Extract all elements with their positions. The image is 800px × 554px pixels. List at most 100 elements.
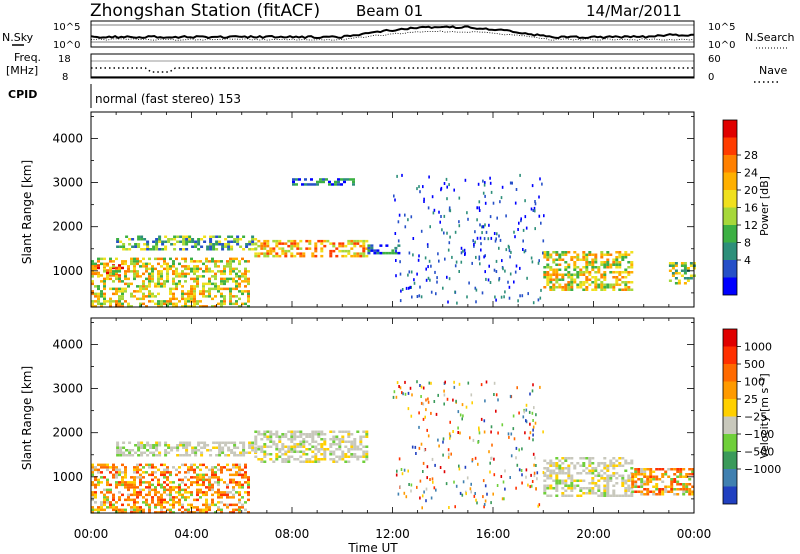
echo-cell <box>181 292 184 296</box>
echo-cell <box>263 445 267 448</box>
echo-cell <box>112 260 115 263</box>
echo-cell <box>612 467 616 470</box>
echo-cell <box>133 260 136 263</box>
echo-cell <box>229 503 232 507</box>
echo-cell <box>492 492 494 496</box>
echo-cell <box>109 277 112 281</box>
echo-cell <box>244 275 247 278</box>
echo-cell <box>247 282 250 286</box>
echo-cell <box>163 285 166 288</box>
echo-cell <box>269 453 273 456</box>
echo-cell <box>127 493 130 497</box>
echo-cell <box>436 280 438 284</box>
echo-cell <box>555 467 559 470</box>
echo-cell <box>470 490 472 494</box>
echo-cell <box>227 441 231 444</box>
echo-cell <box>508 285 511 289</box>
echo-cell <box>251 235 255 238</box>
echo-cell <box>232 473 235 477</box>
echo-cell <box>229 496 232 499</box>
echo-cell <box>570 482 574 485</box>
echo-cell <box>161 248 165 251</box>
echo-cell <box>344 430 348 433</box>
echo-cell <box>621 477 625 480</box>
echo-cell <box>130 508 133 512</box>
echo-cell <box>176 446 180 449</box>
echo-cell <box>425 408 427 412</box>
echo-cell <box>549 474 553 477</box>
echo-cell <box>124 486 127 489</box>
echo-cell <box>685 490 689 493</box>
echo-cell <box>422 470 424 473</box>
echo-cell <box>293 430 297 433</box>
echo-cell <box>91 292 94 296</box>
echo-cell <box>248 446 252 449</box>
echo-cell <box>232 486 235 489</box>
echo-cell <box>127 267 130 271</box>
echo-cell <box>404 213 406 217</box>
echo-cell <box>328 180 331 184</box>
echo-cell <box>205 506 208 509</box>
echo-cell <box>200 441 204 444</box>
echo-cell <box>314 433 318 436</box>
echo-cell <box>335 438 339 441</box>
echo-cell <box>603 487 607 490</box>
echo-cell <box>215 240 219 243</box>
echo-cell <box>564 288 568 291</box>
echo-cell <box>489 176 491 180</box>
echo-cell <box>91 275 94 278</box>
echo-cell <box>130 305 133 308</box>
echo-cell <box>241 476 244 479</box>
echo-cell <box>269 249 273 253</box>
echo-cell <box>232 503 235 507</box>
echo-cell <box>275 242 279 245</box>
echo-cell <box>155 248 159 251</box>
echo-cell <box>139 481 142 484</box>
echo-cell <box>501 423 504 427</box>
echo-cell <box>211 468 214 472</box>
echo-cell <box>118 508 121 512</box>
echo-cell <box>151 265 154 268</box>
echo-cell <box>520 469 523 472</box>
echo-cell <box>235 275 238 278</box>
echo-cell <box>185 238 189 241</box>
echo-cell <box>341 254 345 258</box>
colorbar-segment <box>723 277 737 295</box>
echo-cell <box>585 266 589 269</box>
echo-cell <box>478 426 480 430</box>
echo-cell <box>570 484 574 487</box>
echo-cell <box>121 483 124 487</box>
echo-cell <box>549 256 553 259</box>
echo-cell <box>615 482 619 485</box>
echo-cell <box>682 468 686 471</box>
echo-cell <box>112 272 115 276</box>
echo-cell <box>594 281 598 284</box>
echo-cell <box>683 267 687 270</box>
echo-cell <box>434 270 436 274</box>
echo-cell <box>652 470 656 473</box>
echo-cell <box>172 262 175 266</box>
echo-cell <box>103 295 106 298</box>
echo-cell <box>320 249 324 253</box>
echo-cell <box>549 288 553 291</box>
echo-cell <box>347 450 351 453</box>
echo-cell <box>269 430 273 433</box>
echo-cell <box>163 511 166 514</box>
echo-cell <box>624 281 628 284</box>
echo-cell <box>226 260 229 263</box>
echo-cell <box>202 287 205 291</box>
echo-cell <box>480 242 482 246</box>
echo-cell <box>167 238 171 241</box>
echo-cell <box>187 305 190 308</box>
echo-cell <box>479 223 481 227</box>
echo-cell <box>362 252 366 255</box>
echo-cell <box>459 431 461 435</box>
echo-cell <box>115 277 118 281</box>
echo-cell <box>552 469 556 472</box>
echo-cell <box>320 458 324 461</box>
echo-cell <box>600 273 604 276</box>
echo-cell <box>350 247 354 250</box>
echo-cell <box>163 491 166 494</box>
echo-cell <box>272 249 276 253</box>
echo-cell <box>160 285 163 288</box>
